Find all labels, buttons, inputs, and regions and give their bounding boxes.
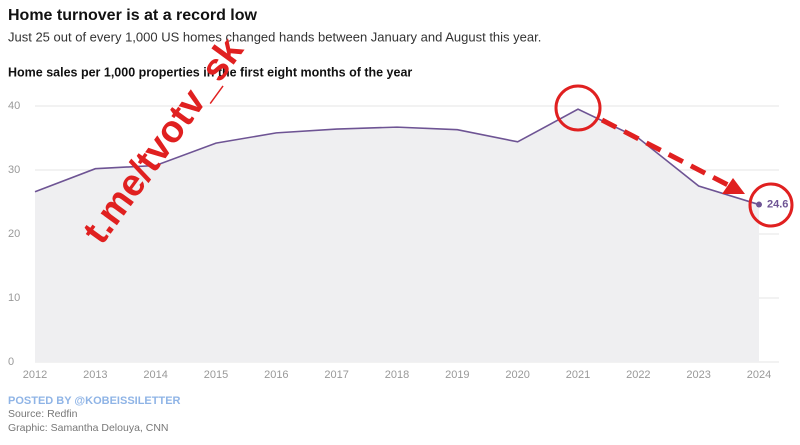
credit: Graphic: Samantha Delouya, CNN xyxy=(8,422,169,434)
data-label: 24.6 xyxy=(767,198,788,210)
area xyxy=(35,109,759,362)
chart-subtitle: Just 25 out of every 1,000 US homes chan… xyxy=(8,29,541,44)
x-tick-label: 2017 xyxy=(324,369,348,381)
source: Source: Redfin xyxy=(8,408,78,420)
end-point xyxy=(756,201,762,208)
x-tick-label: 2023 xyxy=(686,369,710,381)
highlight-circle xyxy=(748,182,794,228)
y-tick-label: 20 xyxy=(8,228,20,240)
plot-area: 0 10 20 30 40 2012 2013 2014 2015 2016 2017 2018 201… xyxy=(8,100,788,381)
y-tick-label: 0 xyxy=(8,356,14,368)
x-tick-label: 2012 xyxy=(23,369,47,381)
x-tick-label: 2016 xyxy=(264,369,288,381)
y-tick-label: 40 xyxy=(8,100,20,112)
x-tick-label: 2020 xyxy=(505,369,529,381)
x-tick-label: 2018 xyxy=(385,369,409,381)
x-tick-label: 2024 xyxy=(747,369,771,381)
highlight-circle xyxy=(554,84,602,132)
x-tick-label: 2019 xyxy=(445,369,469,381)
axis-label: Home sales per 1,000 properties in the f… xyxy=(8,65,412,79)
y-tick-label: 10 xyxy=(8,292,20,304)
arrow-head xyxy=(722,178,745,194)
x-tick-label: 2022 xyxy=(626,369,650,381)
x-tick-label: 2021 xyxy=(566,369,590,381)
x-tick-label: 2014 xyxy=(143,369,167,381)
posted-by: POSTED BY @KOBEISSILETTER xyxy=(8,395,181,407)
x-tick-label: 2013 xyxy=(83,369,107,381)
y-tick-label: 30 xyxy=(8,164,20,176)
chart-title: Home turnover is at a record low xyxy=(8,7,258,24)
x-tick-label: 2015 xyxy=(204,369,228,381)
